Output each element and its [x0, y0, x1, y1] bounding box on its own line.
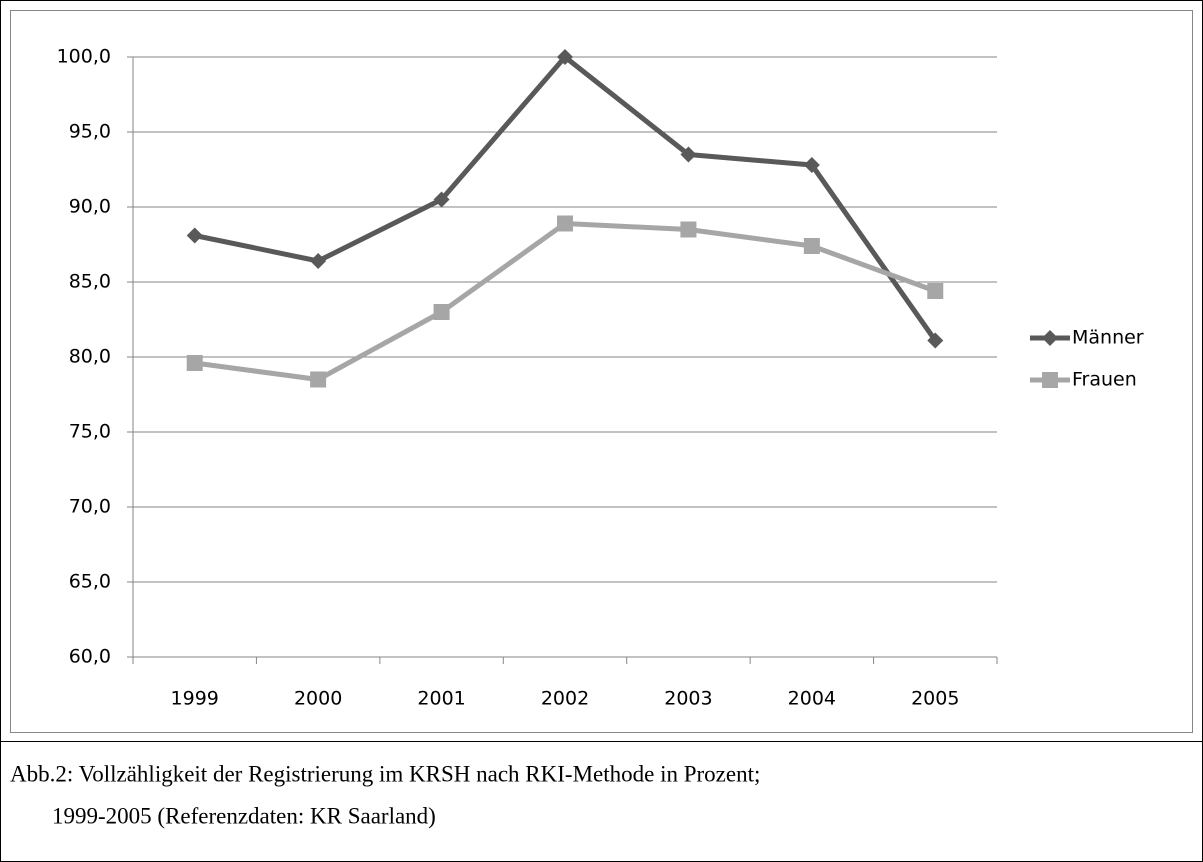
data-point [927, 332, 944, 349]
x-tick-label: 2005 [911, 688, 959, 710]
data-point [310, 371, 327, 388]
y-tick-label: 90,0 [69, 196, 111, 218]
legend-marker [1042, 330, 1058, 346]
x-tick-label: 2002 [541, 688, 589, 710]
x-tick-label: 2000 [294, 688, 342, 710]
x-tick-label: 2003 [664, 688, 712, 710]
y-tick-label: 95,0 [69, 121, 111, 143]
y-tick-label: 65,0 [69, 571, 111, 593]
data-point [680, 221, 697, 238]
data-point [557, 215, 573, 232]
y-tick-label: 75,0 [69, 421, 111, 443]
series-line [194, 221, 937, 382]
data-point [803, 157, 820, 173]
series-line [194, 54, 938, 342]
data-point [433, 304, 450, 320]
data-point [433, 191, 450, 208]
data-point [186, 355, 203, 371]
legend-marker [1042, 372, 1058, 388]
data-point [803, 238, 820, 254]
data-point [310, 253, 327, 269]
data-point [927, 283, 944, 299]
data-point [680, 146, 697, 163]
legend-label: Männer [1072, 327, 1144, 349]
caption-line: 1999-2005 (Referenzdaten: KR Saarland) [52, 803, 436, 828]
caption-line: Abb.2: Vollzähligkeit der Registrierung … [10, 761, 760, 786]
y-tick-label: 70,0 [69, 496, 111, 518]
data-point [186, 227, 203, 244]
y-tick-label: 100,0 [57, 46, 111, 68]
legend-label: Frauen [1072, 369, 1137, 391]
x-tick-label: 2001 [417, 688, 465, 710]
y-tick-label: 85,0 [69, 271, 111, 293]
x-tick-label: 1999 [171, 688, 219, 710]
chart-border [10, 10, 1193, 733]
data-point [557, 49, 573, 65]
y-tick-label: 60,0 [69, 646, 111, 668]
y-tick-label: 80,0 [69, 346, 111, 368]
x-tick-label: 2004 [788, 688, 836, 710]
